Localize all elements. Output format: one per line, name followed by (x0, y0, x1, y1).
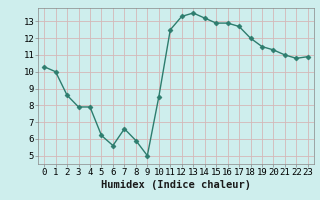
X-axis label: Humidex (Indice chaleur): Humidex (Indice chaleur) (101, 180, 251, 190)
